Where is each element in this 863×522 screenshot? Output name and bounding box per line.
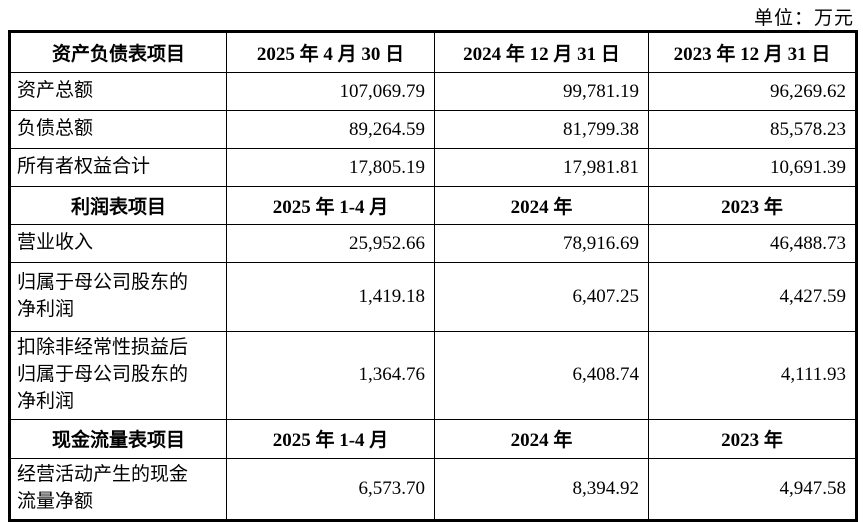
value-cell: 107,069.79 [226,72,435,111]
unit-label: 单位：万元 [753,8,854,29]
value-cell: 4,111.93 [648,331,857,420]
table-row-total-liabilities: 负债总额 89,264.59 81,799.38 85,578.23 [9,110,857,149]
balance-sheet-header-row: 资产负债表项目 2025 年 4 月 30 日 2024 年 12 月 31 日… [9,31,857,73]
row-label-cell: 归属于母公司股东的 净利润 [9,262,227,332]
column-header-cell: 2023 年 [648,186,857,225]
cash-flow-header-row: 现金流量表项目 2025 年 1-4 月 2024 年 2023 年 [9,418,857,459]
row-label-cell: 扣除非经常性损益后 归属于母公司股东的 净利润 [9,331,227,420]
column-header-cell: 2023 年 12 月 31 日 [648,31,857,73]
value-cell: 17,981.81 [434,148,649,187]
value-cell: 81,799.38 [434,110,649,149]
row-label-cell: 资产总额 [9,72,227,111]
column-header-cell: 2025 年 4 月 30 日 [226,31,435,73]
column-header-cell: 2024 年 [434,418,649,459]
value-cell: 6,408.74 [434,331,649,420]
table-row-operating-revenue: 营业收入 25,952.66 78,916.69 46,488.73 [9,224,857,263]
row-label-cell: 营业收入 [9,224,227,263]
value-cell: 10,691.39 [648,148,857,187]
value-cell: 6,407.25 [434,262,649,332]
value-cell: 1,364.76 [226,331,435,420]
financial-summary-table: 资产负债表项目 2025 年 4 月 30 日 2024 年 12 月 31 日… [8,30,858,522]
section-title-cell: 现金流量表项目 [9,418,227,459]
value-cell: 89,264.59 [226,110,435,149]
row-label-cell: 负债总额 [9,110,227,149]
table-row-total-equity: 所有者权益合计 17,805.19 17,981.81 10,691.39 [9,148,857,187]
value-cell: 99,781.19 [434,72,649,111]
value-cell: 4,427.59 [648,262,857,332]
table-row-total-assets: 资产总额 107,069.79 99,781.19 96,269.62 [9,72,857,111]
value-cell: 6,573.70 [226,457,435,521]
value-cell: 46,488.73 [648,224,857,263]
value-cell: 78,916.69 [434,224,649,263]
section-title-cell: 资产负债表项目 [9,31,227,73]
value-cell: 85,578.23 [648,110,857,149]
value-cell: 25,952.66 [226,224,435,263]
section-title-cell: 利润表项目 [9,186,227,225]
income-statement-header-row: 利润表项目 2025 年 1-4 月 2024 年 2023 年 [9,186,857,225]
value-cell: 4,947.58 [648,457,857,521]
value-cell: 8,394.92 [434,457,649,521]
table-row-operating-cash-flow: 经营活动产生的现金 流量净额 6,573.70 8,394.92 4,947.5… [9,457,857,521]
row-label-cell: 所有者权益合计 [9,148,227,187]
row-label-cell: 经营活动产生的现金 流量净额 [9,457,227,521]
table-row-net-profit-excl-nonrecurring: 扣除非经常性损益后 归属于母公司股东的 净利润 1,364.76 6,408.7… [9,331,857,420]
column-header-cell: 2025 年 1-4 月 [226,418,435,459]
column-header-cell: 2024 年 [434,186,649,225]
value-cell: 96,269.62 [648,72,857,111]
column-header-cell: 2024 年 12 月 31 日 [434,31,649,73]
value-cell: 17,805.19 [226,148,435,187]
column-header-cell: 2025 年 1-4 月 [226,186,435,225]
value-cell: 1,419.18 [226,262,435,332]
table-row-net-profit-parent: 归属于母公司股东的 净利润 1,419.18 6,407.25 4,427.59 [9,262,857,332]
column-header-cell: 2023 年 [648,418,857,459]
